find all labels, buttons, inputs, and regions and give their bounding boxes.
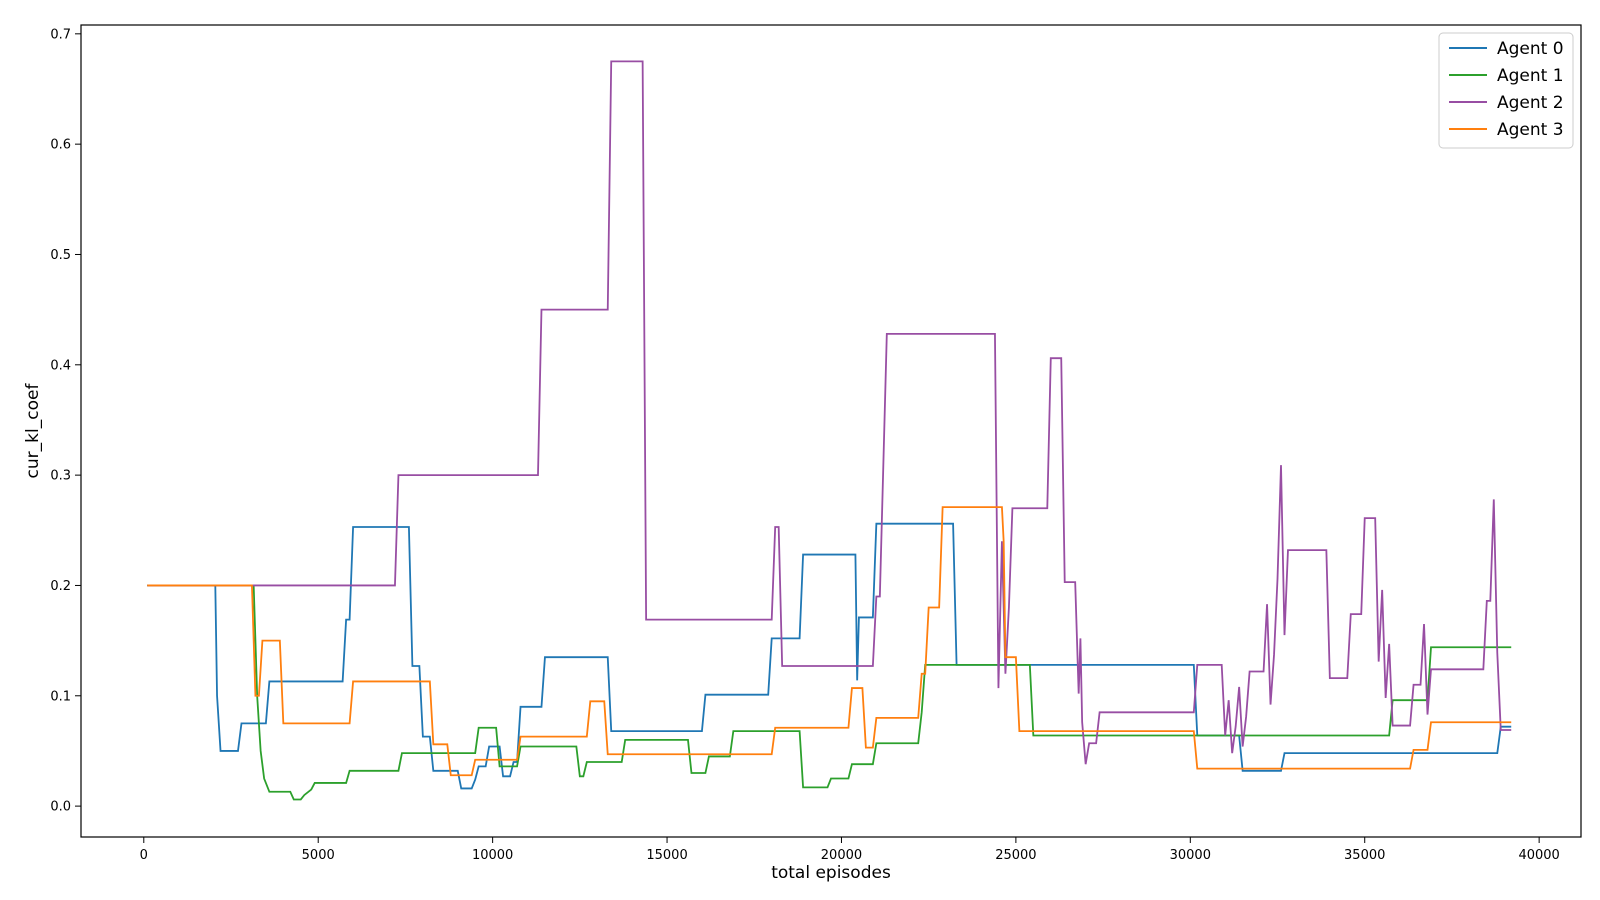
series-line-2 <box>147 60 1512 765</box>
y-tick-label: 0.6 <box>50 138 71 153</box>
legend: Agent 0 Agent 1 Agent 2 Agent 3 <box>1438 32 1574 149</box>
legend-label-3: Agent 3 <box>1497 120 1564 140</box>
y-tick-label: 0.3 <box>50 469 71 484</box>
legend-label-0: Agent 0 <box>1497 39 1564 59</box>
y-axis-label: cur_kl_coef <box>23 383 43 479</box>
y-tick-label: 0.1 <box>50 689 71 704</box>
series-line-3 <box>147 506 1512 777</box>
series-line-1 <box>147 584 1512 801</box>
y-tick-label: 0.0 <box>50 800 71 815</box>
y-axis: 0.0 0.1 0.2 0.3 0.4 0.5 0.6 0.7 <box>50 27 81 815</box>
x-tick-label: 30000 <box>1170 848 1211 863</box>
x-tick-label: 15000 <box>646 848 687 863</box>
x-tick-label: 10000 <box>472 848 513 863</box>
x-axis: 0 5000 10000 15000 20000 25000 30000 35000 40000 <box>140 837 1560 863</box>
y-tick-label: 0.2 <box>50 579 71 594</box>
x-tick-label: 20000 <box>821 848 862 863</box>
series-layer <box>147 60 1512 801</box>
y-tick-label: 0.7 <box>50 27 71 42</box>
plot-frame <box>80 24 1582 838</box>
legend-label-1: Agent 1 <box>1497 66 1564 86</box>
legend-items: Agent 0 Agent 1 Agent 2 Agent 3 <box>1449 39 1564 140</box>
y-tick-label: 0.4 <box>50 358 71 373</box>
legend-box <box>1438 32 1574 149</box>
y-tick-label: 0.5 <box>50 248 71 263</box>
series-line-0 <box>147 522 1512 790</box>
x-tick-label: 5000 <box>302 848 335 863</box>
x-tick-label: 0 <box>140 848 148 863</box>
x-tick-label: 35000 <box>1344 848 1385 863</box>
x-tick-label: 25000 <box>995 848 1036 863</box>
x-tick-label: 40000 <box>1518 848 1559 863</box>
x-axis-label: total episodes <box>771 863 891 883</box>
legend-label-2: Agent 2 <box>1497 93 1564 113</box>
